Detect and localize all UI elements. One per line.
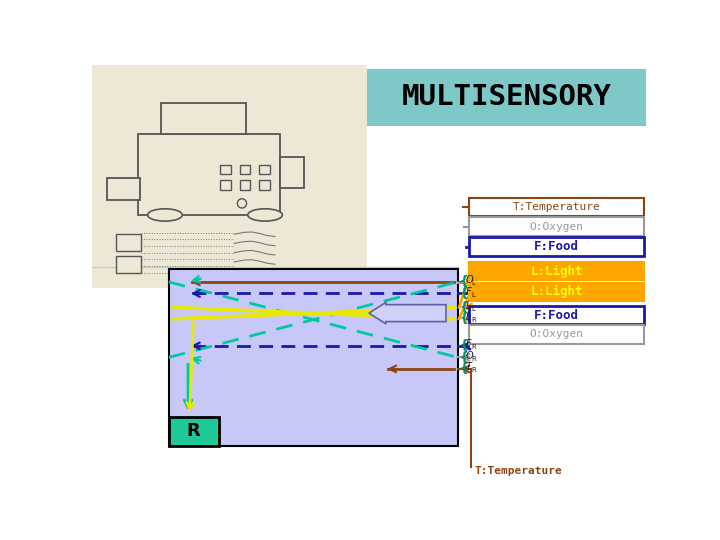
Text: T: T (466, 362, 472, 373)
Text: {: { (459, 351, 468, 364)
Text: L: L (472, 280, 475, 287)
FancyBboxPatch shape (259, 165, 270, 174)
Text: L: L (466, 301, 472, 311)
FancyBboxPatch shape (117, 234, 141, 251)
Text: T:Temperature: T:Temperature (513, 202, 600, 212)
FancyBboxPatch shape (469, 283, 644, 301)
FancyBboxPatch shape (469, 306, 644, 325)
Text: {: { (459, 287, 468, 300)
FancyBboxPatch shape (92, 65, 367, 288)
Ellipse shape (238, 199, 246, 208)
Text: R: R (472, 318, 476, 323)
FancyBboxPatch shape (367, 69, 647, 126)
FancyBboxPatch shape (240, 165, 251, 174)
Text: L: L (466, 312, 472, 322)
Text: O: O (466, 351, 474, 361)
Text: T:Temperature: T:Temperature (474, 467, 562, 476)
Text: O:Oxygen: O:Oxygen (529, 221, 583, 232)
Text: {: { (459, 275, 468, 288)
Text: F:Food: F:Food (534, 308, 579, 321)
Text: L:Light: L:Light (530, 286, 582, 299)
Text: O: O (466, 275, 474, 286)
FancyBboxPatch shape (469, 325, 644, 343)
FancyBboxPatch shape (107, 178, 140, 200)
FancyBboxPatch shape (469, 217, 644, 236)
Text: O:Oxygen: O:Oxygen (529, 329, 583, 339)
Text: {: { (459, 339, 468, 353)
Text: {: { (459, 301, 468, 314)
Ellipse shape (148, 209, 182, 221)
FancyBboxPatch shape (259, 180, 270, 190)
FancyBboxPatch shape (138, 134, 281, 215)
FancyBboxPatch shape (220, 165, 231, 174)
FancyBboxPatch shape (220, 180, 231, 190)
Text: {: { (459, 362, 468, 375)
FancyArrow shape (369, 302, 446, 324)
Text: L:Light: L:Light (530, 265, 582, 278)
Text: F: F (466, 339, 472, 349)
FancyBboxPatch shape (469, 262, 644, 280)
Text: L: L (472, 306, 475, 312)
Text: {: { (459, 313, 468, 326)
Text: R: R (472, 368, 476, 374)
FancyBboxPatch shape (240, 180, 251, 190)
Text: L: L (472, 292, 475, 298)
Text: F: F (466, 287, 472, 297)
Text: R: R (472, 345, 476, 350)
FancyBboxPatch shape (161, 103, 246, 134)
Text: R: R (472, 356, 476, 362)
Text: F:Food: F:Food (534, 240, 579, 253)
FancyBboxPatch shape (281, 157, 304, 188)
Text: MULTISENSORY: MULTISENSORY (402, 83, 612, 111)
FancyBboxPatch shape (469, 237, 644, 256)
Ellipse shape (248, 209, 282, 221)
FancyBboxPatch shape (168, 417, 219, 446)
FancyBboxPatch shape (469, 198, 644, 217)
Text: R: R (186, 422, 200, 440)
FancyBboxPatch shape (117, 256, 141, 273)
FancyBboxPatch shape (168, 269, 457, 446)
